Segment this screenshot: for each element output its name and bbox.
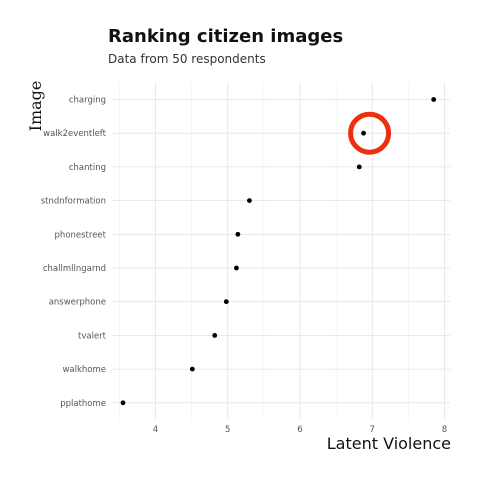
highlight-circle	[348, 111, 392, 155]
y-tick-labels: charging walk2eventleft chanting stndnforma…	[41, 96, 107, 409]
y-tick-label: charging	[69, 96, 106, 106]
chart-title: Ranking citizen images	[108, 26, 343, 47]
y-tick-label: challmllngarnd	[43, 264, 106, 274]
y-tick-label: pplathome	[60, 399, 106, 409]
data-point-chanting	[356, 164, 362, 170]
data-point-pplathome	[120, 400, 126, 406]
data-point-tvalert	[212, 333, 218, 338]
x-tick-label: 5	[225, 425, 230, 435]
x-tick-label: 8	[442, 425, 447, 435]
y-tick-label: phonestreet	[55, 230, 107, 240]
data-point-walk2eventleft	[361, 130, 366, 136]
y-tick-label: stndnformation	[41, 197, 106, 207]
data-point-challmllngarnd	[234, 265, 239, 271]
x-tick-label: 4	[153, 425, 158, 435]
x-tick-label: 7	[370, 425, 375, 435]
y-tick-label: tvalert	[78, 331, 107, 341]
y-tick-label: walkhome	[62, 365, 106, 375]
y-tick-label: walk2eventleft	[43, 129, 106, 139]
data-point-answerphone	[223, 299, 229, 305]
chart-subtitle: Data from 50 respondents	[108, 52, 266, 66]
y-tick-label: chanting	[69, 163, 106, 173]
grid-lines	[112, 82, 450, 420]
data-point-phonestreet	[235, 231, 241, 237]
y-axis-label: Image	[26, 81, 45, 132]
y-tick-label: answerphone	[49, 298, 106, 308]
data-point-stndnformation	[247, 198, 252, 204]
data-point-charging	[431, 97, 437, 102]
x-tick-labels: 4 5 6 7 8	[153, 425, 447, 435]
x-tick-label: 6	[297, 425, 302, 435]
x-axis-label: Latent Violence	[327, 434, 451, 453]
data-point-walkhome	[189, 366, 195, 372]
data-points	[120, 97, 437, 406]
